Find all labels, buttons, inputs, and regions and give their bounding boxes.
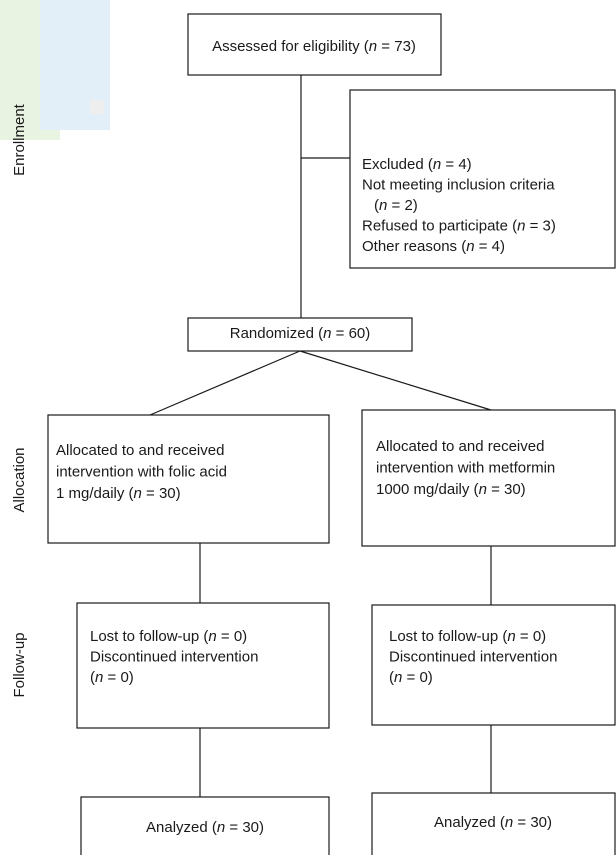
box-text: (n = 0) <box>389 669 433 686</box>
side-label: Follow-up <box>11 632 28 697</box>
box-text: 1000 mg/daily (n = 30) <box>376 481 526 498</box>
box-text: intervention with folic acid <box>56 463 227 480</box>
box-text: Analyzed (n = 30) <box>434 814 552 831</box>
flow-diagram: Enrollment Allocation Follow-up Assessed… <box>0 0 616 855</box>
box-text: Allocated to and received <box>376 438 544 455</box>
box-text: Not meeting inclusion criteria <box>362 176 555 193</box>
box-text: 1 mg/daily (n = 30) <box>56 485 181 502</box>
box-text: Other reasons (n = 4) <box>362 238 505 255</box>
box-text: Lost to follow-up (n = 0) <box>389 628 546 645</box>
box-text: intervention with metformin <box>376 459 555 476</box>
box-text: (n = 2) <box>374 197 418 214</box>
box-text: Excluded (n = 4) <box>362 156 472 173</box>
side-label: Enrollment <box>11 103 28 176</box>
box-text: Allocated to and received <box>56 442 224 459</box>
box-text: Refused to participate (n = 3) <box>362 217 556 234</box>
box-text: Assessed for eligibility (n = 73) <box>212 38 416 55</box>
box-text: Discontinued intervention <box>389 648 557 665</box>
box-text: (n = 0) <box>90 669 134 686</box>
box-text: Lost to follow-up (n = 0) <box>90 628 247 645</box>
box-text: Discontinued intervention <box>90 648 258 665</box>
box-text: Randomized (n = 60) <box>230 325 371 342</box>
box-text: Analyzed (n = 30) <box>146 819 264 836</box>
flow-box <box>77 603 329 728</box>
side-label: Allocation <box>11 447 28 512</box>
flow-box <box>362 410 615 546</box>
